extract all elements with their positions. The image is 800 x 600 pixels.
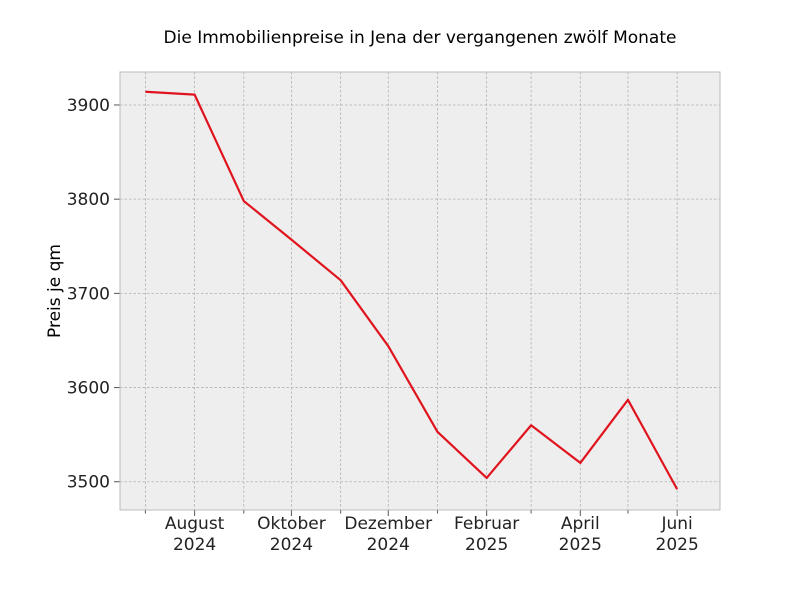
series-line xyxy=(145,90,679,490)
x-tick-label-month: Oktober xyxy=(257,514,326,534)
x-tick-label-month: Februar xyxy=(454,514,519,534)
x-tick-label: April 2025 xyxy=(559,514,602,555)
x-tick-label-year: 2025 xyxy=(465,535,508,555)
grid-lines xyxy=(120,72,720,510)
x-tick-label-month: August xyxy=(165,514,225,534)
y-tick-label: 3700 xyxy=(67,284,110,304)
y-tick-label: 3800 xyxy=(67,190,110,210)
series-group xyxy=(145,90,679,490)
x-tick-label-month: April xyxy=(561,514,600,534)
x-tick-label-year: 2025 xyxy=(559,535,602,555)
x-tick-label-month: Dezember xyxy=(344,514,432,534)
plot-area xyxy=(120,72,720,510)
x-tick-label-year: 2024 xyxy=(173,535,216,555)
x-tick-label: Dezember 2024 xyxy=(344,514,432,555)
y-tick-label: 3600 xyxy=(67,379,110,399)
y-axis-label: Preis je qm xyxy=(45,244,65,338)
y-tick-label: 3900 xyxy=(67,96,110,116)
x-tick-label: Februar 2025 xyxy=(454,514,519,555)
x-tick-label: Oktober 2024 xyxy=(257,514,326,555)
axis-ticks xyxy=(114,104,678,516)
x-tick-label-month: Juni xyxy=(660,514,692,534)
x-tick-label: Juni 2025 xyxy=(656,514,699,555)
chart-title: Die Immobilienpreise in Jena der vergang… xyxy=(164,28,677,48)
y-tick-labels: 3500 3600 3700 3800 3900 xyxy=(67,96,110,493)
x-tick-label-year: 2024 xyxy=(270,535,313,555)
plot-frame xyxy=(119,71,721,511)
x-tick-label: August 2024 xyxy=(165,514,225,555)
x-tick-label-year: 2025 xyxy=(656,535,699,555)
x-tick-label-year: 2024 xyxy=(367,535,410,555)
y-tick-label: 3500 xyxy=(67,473,110,493)
